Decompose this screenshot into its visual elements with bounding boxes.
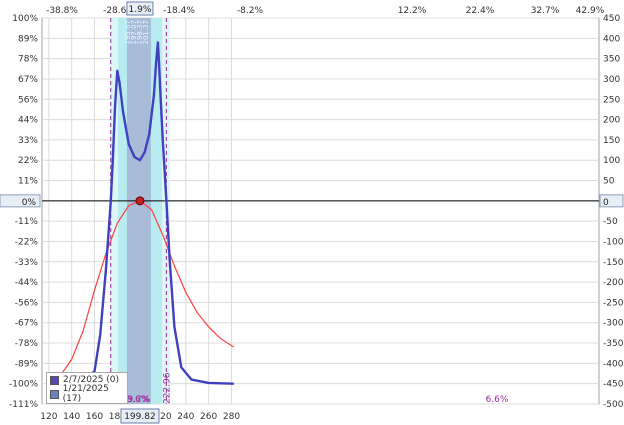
left-axis-tick-label: -100% (9, 380, 38, 390)
right-axis-tick-label: 150 (603, 136, 620, 146)
top-axis-tick-label: -18.4% (163, 6, 195, 16)
series-expiration-line (48, 41, 234, 385)
x-axis-tick-label: 220 (154, 412, 171, 422)
left-axis-tick-label: -111% (9, 400, 38, 410)
right-zero-label: 0 (603, 198, 609, 208)
x-axis-tick-label: 280 (223, 412, 240, 422)
left-axis-tick-label: -89% (15, 359, 39, 369)
left-axis-tick-label: -22% (15, 237, 39, 247)
left-axis-tick-label: 22% (18, 156, 38, 166)
right-axis-tick-label: -450 (603, 380, 624, 390)
left-axis-tick-label: 56% (18, 95, 38, 105)
left-axis-tick-label: -11% (15, 217, 39, 227)
band-label: 195.67 (124, 20, 132, 45)
left-axis-tick-label: -56% (15, 298, 39, 308)
x-axis-tick-label: 240 (177, 412, 194, 422)
current-price-marker (135, 196, 145, 206)
top-axis-tick-label: 22.4% (466, 6, 495, 16)
left-axis-tick-label: -67% (15, 319, 39, 329)
left-axis-tick-label: 11% (18, 177, 38, 187)
right-axis-tick-label: -350 (603, 339, 624, 349)
top-current-label: 1.9% (129, 5, 152, 15)
left-axis-tick-label: 78% (18, 55, 38, 65)
right-axis-tick-label: -100 (603, 237, 624, 247)
breakeven-marker-label: 222.96 (162, 372, 172, 404)
right-axis-tick-label: -200 (603, 278, 624, 288)
right-zero-box (599, 194, 624, 208)
x-axis-tick-label: 260 (200, 412, 217, 422)
right-axis-tick-label: 200 (603, 116, 620, 126)
right-axis-tick-label: -250 (603, 298, 624, 308)
top-current-box (126, 1, 154, 16)
left-zero-label: 0% (22, 198, 37, 208)
left-zero-box (0, 194, 41, 208)
right-axis-tick-label: 350 (603, 55, 620, 65)
top-axis-tick-label: 12.2% (398, 6, 427, 16)
bottom-current-box (120, 408, 160, 424)
legend-item-expiration[interactable]: 2/7/2025 (0) (47, 373, 127, 387)
right-axis-tick-label: -150 (603, 258, 624, 268)
left-axis-tick-label: 67% (18, 75, 38, 85)
left-axis-tick-label: -78% (15, 339, 39, 349)
probability-annotation: 3.6% (127, 395, 150, 405)
left-axis-tick-label: 33% (18, 136, 38, 146)
band-label: 201.37 (142, 20, 150, 45)
probability-annotation: 6.6% (486, 395, 509, 405)
right-axis-tick-label: -50 (603, 217, 618, 227)
right-axis-tick-label: 100 (603, 156, 620, 166)
left-axis-tick-label: -44% (15, 278, 39, 288)
top-axis-tick-label: -28.6% (103, 6, 135, 16)
right-axis-tick-label: 400 (603, 34, 620, 44)
right-axis-tick-label: 250 (603, 95, 620, 105)
right-axis-tick-label: -500 (603, 400, 624, 410)
right-axis-tick-label: 450 (603, 14, 620, 24)
x-axis-tick-label: 160 (86, 412, 103, 422)
chart-legend: 2/7/2025 (0) 1/21/2025 (17) (46, 372, 128, 404)
right-axis-tick-label: 300 (603, 75, 620, 85)
bottom-current-label: 199.82 (124, 412, 156, 422)
top-axis-tick-label: -8.2% (237, 6, 264, 16)
right-axis-tick-label: -400 (603, 359, 624, 369)
legend-label: 2/7/2025 (0) (63, 375, 120, 385)
left-axis-tick-label: -33% (15, 258, 39, 268)
top-axis-tick-label: 42.9% (576, 6, 605, 16)
right-axis-tick-label: 50 (603, 177, 615, 187)
right-axis-tick-label: -300 (603, 319, 624, 329)
x-axis-tick-label: 120 (40, 412, 57, 422)
probability-annotation: 89.7% (122, 395, 151, 405)
band-inner (126, 18, 151, 404)
top-axis-tick-label: 32.7% (531, 6, 560, 16)
x-axis-tick-label: 180 (109, 412, 126, 422)
top-axis-tick-label: -38.8% (46, 6, 78, 16)
band-label: 197.07 (130, 20, 138, 45)
left-axis-tick-label: 89% (18, 34, 38, 44)
left-axis-tick-label: 100% (12, 14, 38, 24)
band-label: 198.37 (136, 20, 144, 45)
left-axis-tick-label: 44% (18, 116, 38, 126)
x-axis-tick-label: 140 (63, 412, 80, 422)
legend-item-today[interactable]: 1/21/2025 (17) (47, 384, 127, 404)
legend-label: 1/21/2025 (17) (62, 384, 109, 404)
legend-swatch-icon (50, 389, 59, 399)
legend-swatch-icon (50, 375, 59, 385)
